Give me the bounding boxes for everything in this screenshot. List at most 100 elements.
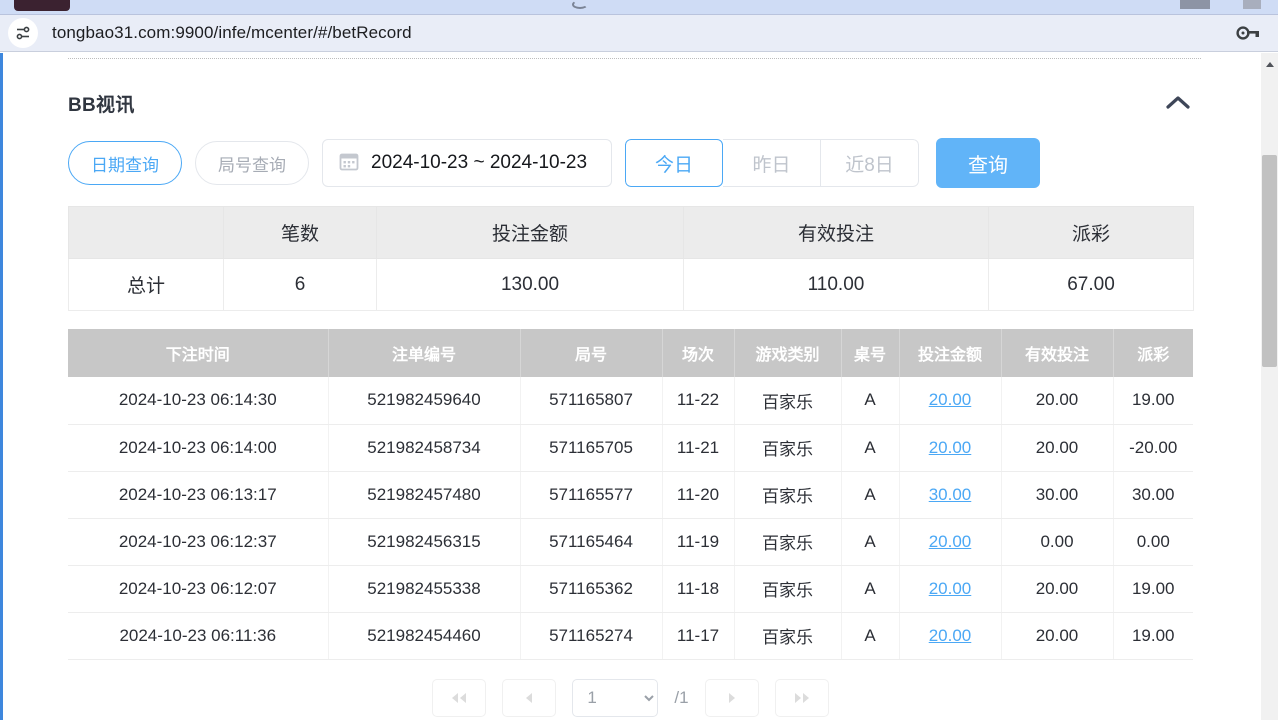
cell-session: 11-21 [662,424,735,472]
summary-header-row: 笔数 投注金额 有效投注 派彩 [68,206,1194,259]
cell-bet-time: 2024-10-23 06:12:37 [68,518,329,566]
cell-bet-amount[interactable]: 30.00 [899,471,1002,519]
cell-order-no: 521982456315 [328,518,521,566]
cell-session: 11-18 [662,565,735,613]
cell-game-type: 百家乐 [734,377,842,425]
range-last8days[interactable]: 近8日 [821,139,919,187]
col-round-no: 局号 [520,329,663,377]
key-icon[interactable] [1236,24,1262,42]
last-page-button[interactable] [774,678,829,717]
bet-amount-link[interactable]: 30.00 [928,484,972,504]
col-session: 场次 [662,329,735,377]
bet-amount-link[interactable]: 20.00 [928,437,972,457]
cell-order-no: 521982458734 [328,424,521,472]
window-maximize-button[interactable] [1180,0,1210,9]
page-select[interactable]: 1 [572,678,659,717]
cell-bet-amount[interactable]: 20.00 [899,612,1002,660]
cell-round-no: 571165362 [520,565,663,613]
cell-table-no: A [841,612,900,660]
table-row: 2024-10-23 06:11:36 521982454460 571165274… [68,612,1193,660]
page-title: BB视讯 [68,94,135,116]
bet-amount-link[interactable]: 20.00 [928,390,972,410]
cell-bet-amount[interactable]: 20.00 [899,377,1002,425]
detail-header-row: 下注时间 注单编号 局号 场次 游戏类别 桌号 投注金额 有效投注 派彩 [68,329,1193,377]
cell-payout: 0.00 [1113,518,1193,566]
tab-date-query[interactable]: 日期查询 [68,141,182,185]
cell-valid-bet: 20.00 [1001,424,1114,472]
cell-session: 11-17 [662,612,735,660]
col-game-type: 游戏类别 [734,329,842,377]
cell-order-no: 521982457480 [328,471,521,519]
quick-range-group: 今日 昨日 近8日 [625,139,919,187]
cell-valid-bet: 30.00 [1001,471,1114,519]
browser-tab[interactable] [14,0,70,11]
url-text[interactable]: tongbao31.com:9900/infe/mcenter/#/betRec… [52,23,412,42]
cell-valid-bet: 20.00 [1001,565,1114,613]
cell-game-type: 百家乐 [734,612,842,660]
tab-round-query[interactable]: 局号查询 [195,141,309,185]
col-table-no: 桌号 [841,329,900,377]
cell-session: 11-22 [662,377,735,425]
bet-amount-link[interactable]: 20.00 [928,578,972,598]
browser-tab-strip [0,0,1278,14]
page-content-area: BB视讯 日期查询 局号查询 [0,53,1278,720]
summary-value-bet: 130.00 [376,258,684,311]
table-row: 2024-10-23 06:12:07 521982455338 571165362… [68,565,1193,613]
prev-page-button[interactable] [502,678,557,717]
summary-col-bet: 投注金额 [376,206,684,259]
cell-valid-bet: 20.00 [1001,377,1114,425]
date-range-input[interactable]: 2024-10-23 ~ 2024-10-23 [322,139,612,187]
vertical-scrollbar[interactable] [1261,53,1278,720]
cell-bet-amount[interactable]: 20.00 [899,518,1002,566]
range-today[interactable]: 今日 [625,139,723,187]
cell-payout: 30.00 [1113,471,1193,519]
cell-game-type: 百家乐 [734,565,842,613]
cell-table-no: A [841,377,900,425]
address-bar[interactable]: tongbao31.com:9900/infe/mcenter/#/betRec… [0,14,1278,52]
calendar-icon [339,151,359,176]
cell-session: 11-19 [662,518,735,566]
next-page-button[interactable] [704,678,759,717]
summary-value-count: 6 [223,258,377,311]
first-page-button[interactable] [432,678,487,717]
site-settings-icon[interactable] [8,18,38,48]
scroll-up-arrow-icon[interactable] [1261,56,1278,73]
card-header: BB视讯 [68,81,1198,125]
cell-table-no: A [841,424,900,472]
bet-record-card: BB视讯 日期查询 局号查询 [68,81,1198,718]
chevron-up-icon[interactable] [1158,83,1198,123]
cell-valid-bet: 20.00 [1001,612,1114,660]
cell-bet-time: 2024-10-23 06:13:17 [68,471,329,519]
search-button[interactable]: 查询 [936,138,1040,188]
summary-total-row: 总计 6 130.00 110.00 67.00 [68,258,1194,311]
cell-round-no: 571165577 [520,471,663,519]
cell-bet-time: 2024-10-23 06:11:36 [68,612,329,660]
summary-col-count: 笔数 [223,206,377,259]
cell-bet-time: 2024-10-23 06:14:00 [68,424,329,472]
window-close-button[interactable] [1243,0,1261,9]
summary-col-payout: 派彩 [988,206,1194,259]
range-yesterday[interactable]: 昨日 [723,139,821,187]
summary-value-validbet: 110.00 [683,258,989,311]
cell-session: 11-20 [662,471,735,519]
summary-value-payout: 67.00 [988,258,1194,311]
cell-game-type: 百家乐 [734,424,842,472]
col-valid-bet: 有效投注 [1001,329,1114,377]
loading-spinner-icon [572,0,588,9]
cell-payout: 19.00 [1113,377,1193,425]
cell-bet-time: 2024-10-23 06:12:07 [68,565,329,613]
dotted-divider [68,58,1201,59]
summary-col-validbet: 有效投注 [683,206,989,259]
summary-col-blank [68,206,224,259]
scrollbar-thumb[interactable] [1262,155,1277,367]
bet-amount-link[interactable]: 20.00 [928,531,972,551]
date-range-value: 2024-10-23 ~ 2024-10-23 [371,152,588,173]
table-row: 2024-10-23 06:13:17 521982457480 571165577… [68,471,1193,519]
cell-table-no: A [841,471,900,519]
cell-bet-amount[interactable]: 20.00 [899,424,1002,472]
cell-payout: 19.00 [1113,612,1193,660]
cell-bet-amount[interactable]: 20.00 [899,565,1002,613]
cell-game-type: 百家乐 [734,471,842,519]
col-order-no: 注单编号 [328,329,521,377]
bet-amount-link[interactable]: 20.00 [928,625,972,645]
